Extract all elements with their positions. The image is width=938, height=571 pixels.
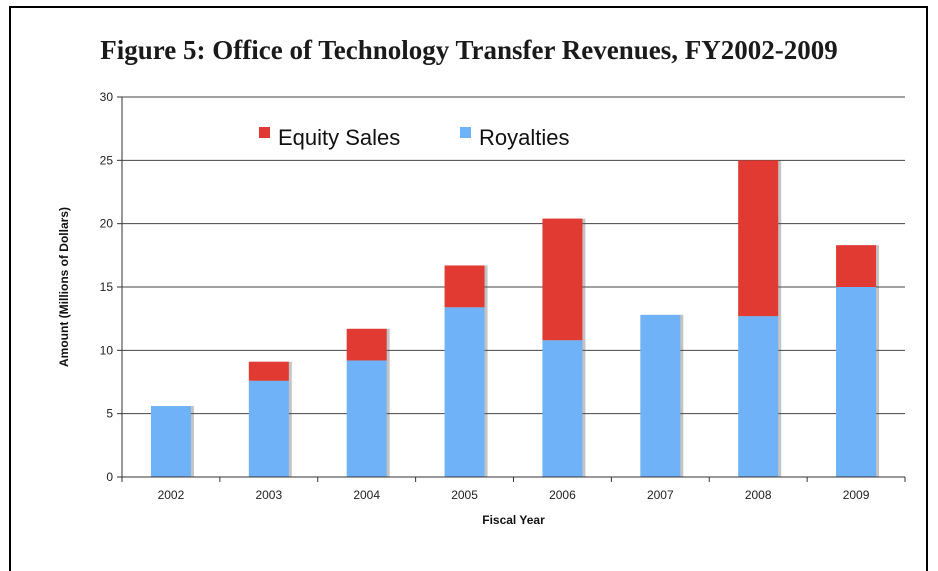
bar-royalties-2002 (150, 406, 191, 477)
bar-equity-sales-2005 (444, 265, 485, 308)
x-tick-label: 2004 (353, 488, 380, 502)
bar-royalties-2008 (738, 316, 779, 477)
y-tick-label: 10 (100, 343, 114, 357)
x-tick-label: 2006 (549, 488, 576, 502)
y-tick-label: 0 (106, 470, 113, 484)
bar-equity-sales-2009 (836, 245, 877, 287)
x-axis-label: Fiscal Year (482, 513, 545, 527)
bar-royalties-2006 (542, 340, 583, 477)
x-tick-label: 2005 (451, 488, 478, 502)
bar-royalties-2007 (640, 314, 681, 477)
y-tick-labels: 0 5 10 15 20 25 30 (100, 90, 122, 484)
y-tick-label: 20 (100, 217, 114, 231)
y-tick-label: 15 (100, 280, 114, 294)
legend-label-equity-sales: Equity Sales (278, 125, 400, 150)
y-tick-label: 5 (106, 407, 113, 421)
legend-swatch-equity-sales (259, 127, 270, 138)
x-tick-label: 2007 (647, 488, 674, 502)
x-tick-label: 2003 (255, 488, 282, 502)
bar-royalties-2005 (444, 307, 485, 477)
bar-royalties-2003 (248, 380, 289, 477)
bar-equity-sales-2004 (346, 328, 387, 361)
y-tick-label: 30 (100, 90, 114, 104)
x-tick-labels: 2002 2003 2004 2005 2006 2007 2008 2009 (121, 477, 906, 502)
legend-swatch-royalties (460, 127, 471, 138)
bars (150, 160, 880, 478)
bar-royalties-2004 (346, 360, 387, 477)
bar-equity-sales-2003 (248, 361, 289, 381)
figure-title: Figure 5: Office of Technology Transfer … (100, 35, 838, 65)
x-tick-label: 2002 (158, 488, 185, 502)
y-tick-label: 25 (100, 153, 114, 167)
legend: Equity Sales Royalties (259, 125, 569, 150)
bar-equity-sales-2008 (738, 160, 779, 317)
x-tick-label: 2009 (843, 488, 870, 502)
y-axis-label: Amount (Millions of Dollars) (57, 207, 71, 367)
bar-equity-sales-2006 (542, 218, 583, 341)
x-tick-label: 2008 (745, 488, 772, 502)
legend-label-royalties: Royalties (479, 125, 569, 150)
bar-royalties-2009 (836, 287, 877, 477)
